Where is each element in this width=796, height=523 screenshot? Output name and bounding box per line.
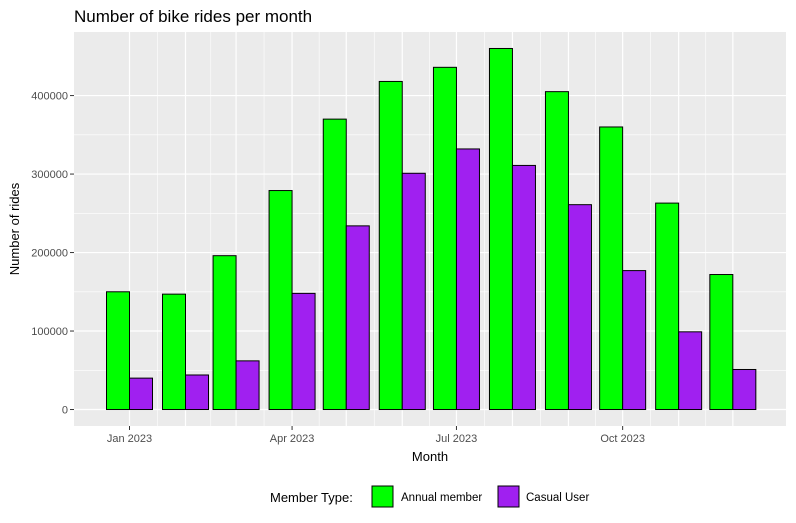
bar-annual-member bbox=[599, 126, 624, 411]
bar-annual-member bbox=[322, 118, 347, 411]
x-tick-label: Apr 2023 bbox=[270, 433, 315, 445]
x-tick-label: Jul 2023 bbox=[436, 433, 478, 445]
y-tick-label: 200000 bbox=[31, 248, 68, 260]
bar-casual-user bbox=[129, 377, 153, 411]
bar-annual-member bbox=[709, 274, 734, 411]
legend-label-annual-member: Annual member bbox=[401, 492, 482, 504]
y-tick-label: 300000 bbox=[31, 169, 68, 181]
bar-casual-user bbox=[678, 331, 703, 411]
y-axis: 0 100000 200000 300000 400000 bbox=[31, 91, 74, 417]
bar-annual-member bbox=[378, 80, 403, 411]
legend: Member Type: Annual member Casual User bbox=[270, 485, 589, 508]
legend-label-casual-user: Casual User bbox=[526, 492, 589, 504]
bar-casual-user bbox=[455, 148, 480, 411]
y-tick-label: 100000 bbox=[31, 326, 68, 338]
bar-casual-user bbox=[184, 374, 209, 411]
bar-annual-member bbox=[544, 91, 569, 411]
bar-casual-user bbox=[401, 172, 426, 411]
legend-title: Member Type: bbox=[270, 490, 353, 505]
chart-title: Number of bike rides per month bbox=[74, 7, 312, 26]
bar-annual-member bbox=[106, 291, 130, 411]
bar-casual-user bbox=[235, 360, 260, 411]
bar-casual-user bbox=[567, 204, 592, 411]
legend-key-casual-user bbox=[497, 485, 520, 508]
bar-casual-user bbox=[732, 368, 757, 411]
y-axis-title: Number of rides bbox=[7, 182, 22, 275]
x-tick-label: Oct 2023 bbox=[600, 433, 645, 445]
bar-annual-member bbox=[655, 202, 680, 411]
bar-casual-user bbox=[622, 270, 647, 411]
bar-annual-member bbox=[161, 293, 186, 411]
bar-casual-user bbox=[511, 164, 536, 411]
bar-annual-member bbox=[268, 190, 293, 411]
x-axis-title: Month bbox=[412, 449, 448, 464]
bar-annual-member bbox=[432, 66, 457, 411]
bar-annual-member bbox=[488, 47, 513, 411]
bars bbox=[106, 47, 757, 411]
minor-gridlines bbox=[74, 32, 786, 426]
bar-casual-user bbox=[345, 225, 370, 411]
y-tick-label: 400000 bbox=[31, 91, 68, 103]
y-tick-label: 0 bbox=[62, 405, 68, 417]
legend-key-annual-member bbox=[371, 485, 394, 508]
bar-casual-user bbox=[291, 292, 316, 411]
x-axis: Jan 2023 Apr 2023 Jul 2023 Oct 2023 bbox=[107, 426, 645, 445]
x-tick-label: Jan 2023 bbox=[107, 433, 152, 445]
bar-annual-member bbox=[212, 255, 237, 411]
